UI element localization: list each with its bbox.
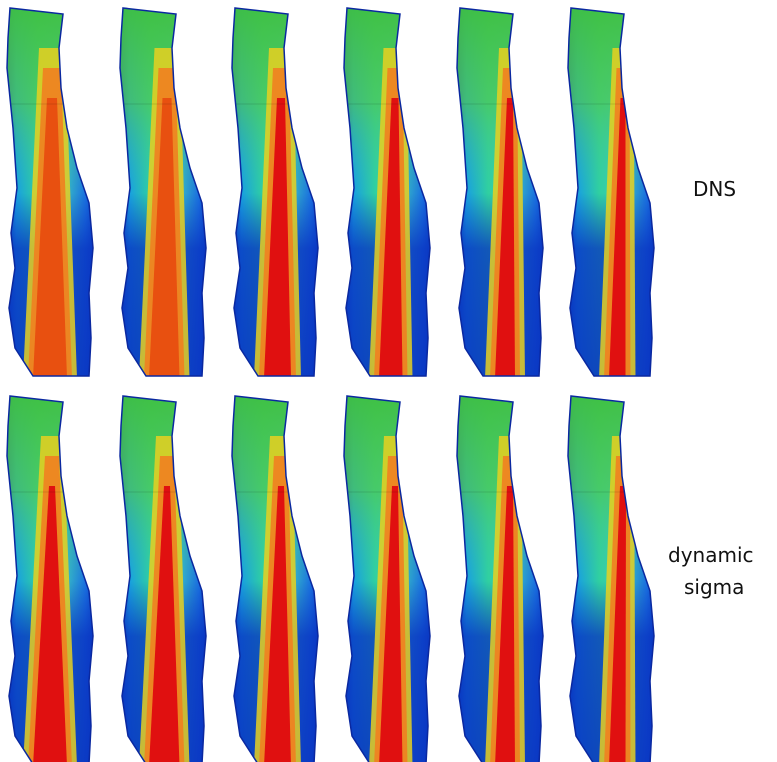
page: DNS dynamic sigma (() => { const data = …: [0, 0, 777, 762]
field-panel: [455, 8, 550, 378]
row-label: sigma: [684, 575, 744, 599]
band: [342, 103, 437, 105]
band: [230, 491, 325, 493]
figure: DNS dynamic sigma: [0, 0, 777, 762]
field-panel: [118, 8, 213, 378]
band: [5, 491, 100, 493]
field: [5, 396, 100, 762]
field-panel: [5, 8, 100, 378]
field: [566, 396, 661, 762]
band: [455, 103, 550, 105]
band: [566, 491, 661, 493]
field: [455, 396, 550, 762]
field-panel: [230, 396, 325, 762]
field-panel: [5, 396, 100, 762]
field-panel: [566, 8, 661, 378]
field: [118, 396, 213, 762]
row-labels: DNS dynamic sigma: [668, 177, 754, 599]
field: [230, 396, 325, 762]
band: [566, 103, 661, 105]
row-label: dynamic: [668, 543, 754, 567]
band: [118, 491, 213, 493]
field-panel: [342, 396, 437, 762]
band: [230, 103, 325, 105]
band: [5, 103, 100, 105]
band: [455, 491, 550, 493]
field-panel: [230, 8, 325, 378]
panels: [5, 8, 661, 762]
row-label: DNS: [693, 177, 736, 201]
field-panel: [342, 8, 437, 378]
field-panel: [118, 396, 213, 762]
field-panel: [566, 396, 661, 762]
band: [342, 491, 437, 493]
band: [118, 103, 213, 105]
field: [342, 396, 437, 762]
field-panel: [455, 396, 550, 762]
